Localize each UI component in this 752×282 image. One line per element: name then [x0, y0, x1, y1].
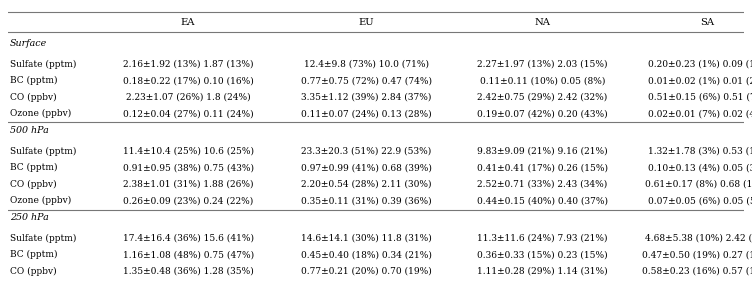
Text: 500 hPa: 500 hPa — [10, 126, 48, 135]
Text: 23.3±20.3 (51%) 22.9 (53%): 23.3±20.3 (51%) 22.9 (53%) — [302, 147, 432, 156]
Text: 0.20±0.23 (1%) 0.09 (1%): 0.20±0.23 (1%) 0.09 (1%) — [648, 60, 752, 69]
Text: Sulfate (pptm): Sulfate (pptm) — [10, 60, 76, 69]
Text: Sulfate (pptm): Sulfate (pptm) — [10, 233, 76, 243]
Text: 12.4±9.8 (73%) 10.0 (71%): 12.4±9.8 (73%) 10.0 (71%) — [304, 60, 429, 69]
Text: 0.51±0.15 (6%) 0.51 (7%): 0.51±0.15 (6%) 0.51 (7%) — [647, 92, 752, 102]
Text: 14.6±14.1 (30%) 11.8 (31%): 14.6±14.1 (30%) 11.8 (31%) — [301, 233, 432, 243]
Text: Sulfate (pptm): Sulfate (pptm) — [10, 147, 76, 156]
Text: 0.11±0.07 (24%) 0.13 (28%): 0.11±0.07 (24%) 0.13 (28%) — [301, 109, 432, 118]
Text: 250 hPa: 250 hPa — [10, 213, 48, 222]
Text: 0.11±0.11 (10%) 0.05 (8%): 0.11±0.11 (10%) 0.05 (8%) — [480, 76, 605, 85]
Text: 2.16±1.92 (13%) 1.87 (13%): 2.16±1.92 (13%) 1.87 (13%) — [123, 60, 253, 69]
Text: SA: SA — [701, 18, 714, 27]
Text: 1.35±0.48 (36%) 1.28 (35%): 1.35±0.48 (36%) 1.28 (35%) — [123, 267, 253, 276]
Text: 0.47±0.50 (19%) 0.27 (17%): 0.47±0.50 (19%) 0.27 (17%) — [642, 250, 752, 259]
Text: 0.61±0.17 (8%) 0.68 (10%): 0.61±0.17 (8%) 0.68 (10%) — [645, 180, 752, 189]
Text: EA: EA — [180, 18, 196, 27]
Text: EU: EU — [359, 18, 374, 27]
Text: 9.83±9.09 (21%) 9.16 (21%): 9.83±9.09 (21%) 9.16 (21%) — [478, 147, 608, 156]
Text: 11.4±10.4 (25%) 10.6 (25%): 11.4±10.4 (25%) 10.6 (25%) — [123, 147, 253, 156]
Text: 0.45±0.40 (18%) 0.34 (21%): 0.45±0.40 (18%) 0.34 (21%) — [301, 250, 432, 259]
Text: 2.23±1.07 (26%) 1.8 (24%): 2.23±1.07 (26%) 1.8 (24%) — [126, 92, 250, 102]
Text: 0.58±0.23 (16%) 0.57 (15%): 0.58±0.23 (16%) 0.57 (15%) — [642, 267, 752, 276]
Text: 0.10±0.13 (4%) 0.05 (3%): 0.10±0.13 (4%) 0.05 (3%) — [648, 163, 752, 172]
Text: 3.35±1.12 (39%) 2.84 (37%): 3.35±1.12 (39%) 2.84 (37%) — [302, 92, 432, 102]
Text: 1.16±1.08 (48%) 0.75 (47%): 1.16±1.08 (48%) 0.75 (47%) — [123, 250, 253, 259]
Text: 2.38±1.01 (31%) 1.88 (26%): 2.38±1.01 (31%) 1.88 (26%) — [123, 180, 253, 189]
Text: 0.97±0.99 (41%) 0.68 (39%): 0.97±0.99 (41%) 0.68 (39%) — [301, 163, 432, 172]
Text: 0.35±0.11 (31%) 0.39 (36%): 0.35±0.11 (31%) 0.39 (36%) — [301, 196, 432, 205]
Text: 0.18±0.22 (17%) 0.10 (16%): 0.18±0.22 (17%) 0.10 (16%) — [123, 76, 253, 85]
Text: 2.52±0.71 (33%) 2.43 (34%): 2.52±0.71 (33%) 2.43 (34%) — [478, 180, 608, 189]
Text: 0.36±0.33 (15%) 0.23 (15%): 0.36±0.33 (15%) 0.23 (15%) — [478, 250, 608, 259]
Text: 0.07±0.05 (6%) 0.05 (5%): 0.07±0.05 (6%) 0.05 (5%) — [647, 196, 752, 205]
Text: BC (pptm): BC (pptm) — [10, 163, 57, 172]
Text: 1.32±1.78 (3%) 0.53 (1%): 1.32±1.78 (3%) 0.53 (1%) — [648, 147, 752, 156]
Text: 0.91±0.95 (38%) 0.75 (43%): 0.91±0.95 (38%) 0.75 (43%) — [123, 163, 253, 172]
Text: BC (pptm): BC (pptm) — [10, 76, 57, 85]
Text: Ozone (ppbv): Ozone (ppbv) — [10, 109, 71, 118]
Text: 2.27±1.97 (13%) 2.03 (15%): 2.27±1.97 (13%) 2.03 (15%) — [478, 60, 608, 69]
Text: 0.77±0.75 (72%) 0.47 (74%): 0.77±0.75 (72%) 0.47 (74%) — [301, 76, 432, 85]
Text: 2.20±0.54 (28%) 2.11 (30%): 2.20±0.54 (28%) 2.11 (30%) — [301, 180, 432, 189]
Text: 4.68±5.38 (10%) 2.42 (7%): 4.68±5.38 (10%) 2.42 (7%) — [645, 233, 752, 243]
Text: Surface: Surface — [10, 39, 47, 48]
Text: 1.11±0.28 (29%) 1.14 (31%): 1.11±0.28 (29%) 1.14 (31%) — [478, 267, 608, 276]
Text: 0.77±0.21 (20%) 0.70 (19%): 0.77±0.21 (20%) 0.70 (19%) — [301, 267, 432, 276]
Text: 17.4±16.4 (36%) 15.6 (41%): 17.4±16.4 (36%) 15.6 (41%) — [123, 233, 253, 243]
Text: NA: NA — [535, 18, 550, 27]
Text: 2.42±0.75 (29%) 2.42 (32%): 2.42±0.75 (29%) 2.42 (32%) — [478, 92, 608, 102]
Text: 0.12±0.04 (27%) 0.11 (24%): 0.12±0.04 (27%) 0.11 (24%) — [123, 109, 253, 118]
Text: CO (ppbv): CO (ppbv) — [10, 267, 56, 276]
Text: 0.02±0.01 (7%) 0.02 (4%): 0.02±0.01 (7%) 0.02 (4%) — [648, 109, 752, 118]
Text: BC (pptm): BC (pptm) — [10, 250, 57, 259]
Text: CO (ppbv): CO (ppbv) — [10, 180, 56, 189]
Text: 0.26±0.09 (23%) 0.24 (22%): 0.26±0.09 (23%) 0.24 (22%) — [123, 196, 253, 205]
Text: 0.01±0.02 (1%) 0.01 (2%): 0.01±0.02 (1%) 0.01 (2%) — [648, 76, 752, 85]
Text: 0.44±0.15 (40%) 0.40 (37%): 0.44±0.15 (40%) 0.40 (37%) — [477, 196, 608, 205]
Text: CO (ppbv): CO (ppbv) — [10, 92, 56, 102]
Text: 0.19±0.07 (42%) 0.20 (43%): 0.19±0.07 (42%) 0.20 (43%) — [478, 109, 608, 118]
Text: 11.3±11.6 (24%) 7.93 (21%): 11.3±11.6 (24%) 7.93 (21%) — [478, 233, 608, 243]
Text: Ozone (ppbv): Ozone (ppbv) — [10, 196, 71, 205]
Text: 0.41±0.41 (17%) 0.26 (15%): 0.41±0.41 (17%) 0.26 (15%) — [477, 163, 608, 172]
